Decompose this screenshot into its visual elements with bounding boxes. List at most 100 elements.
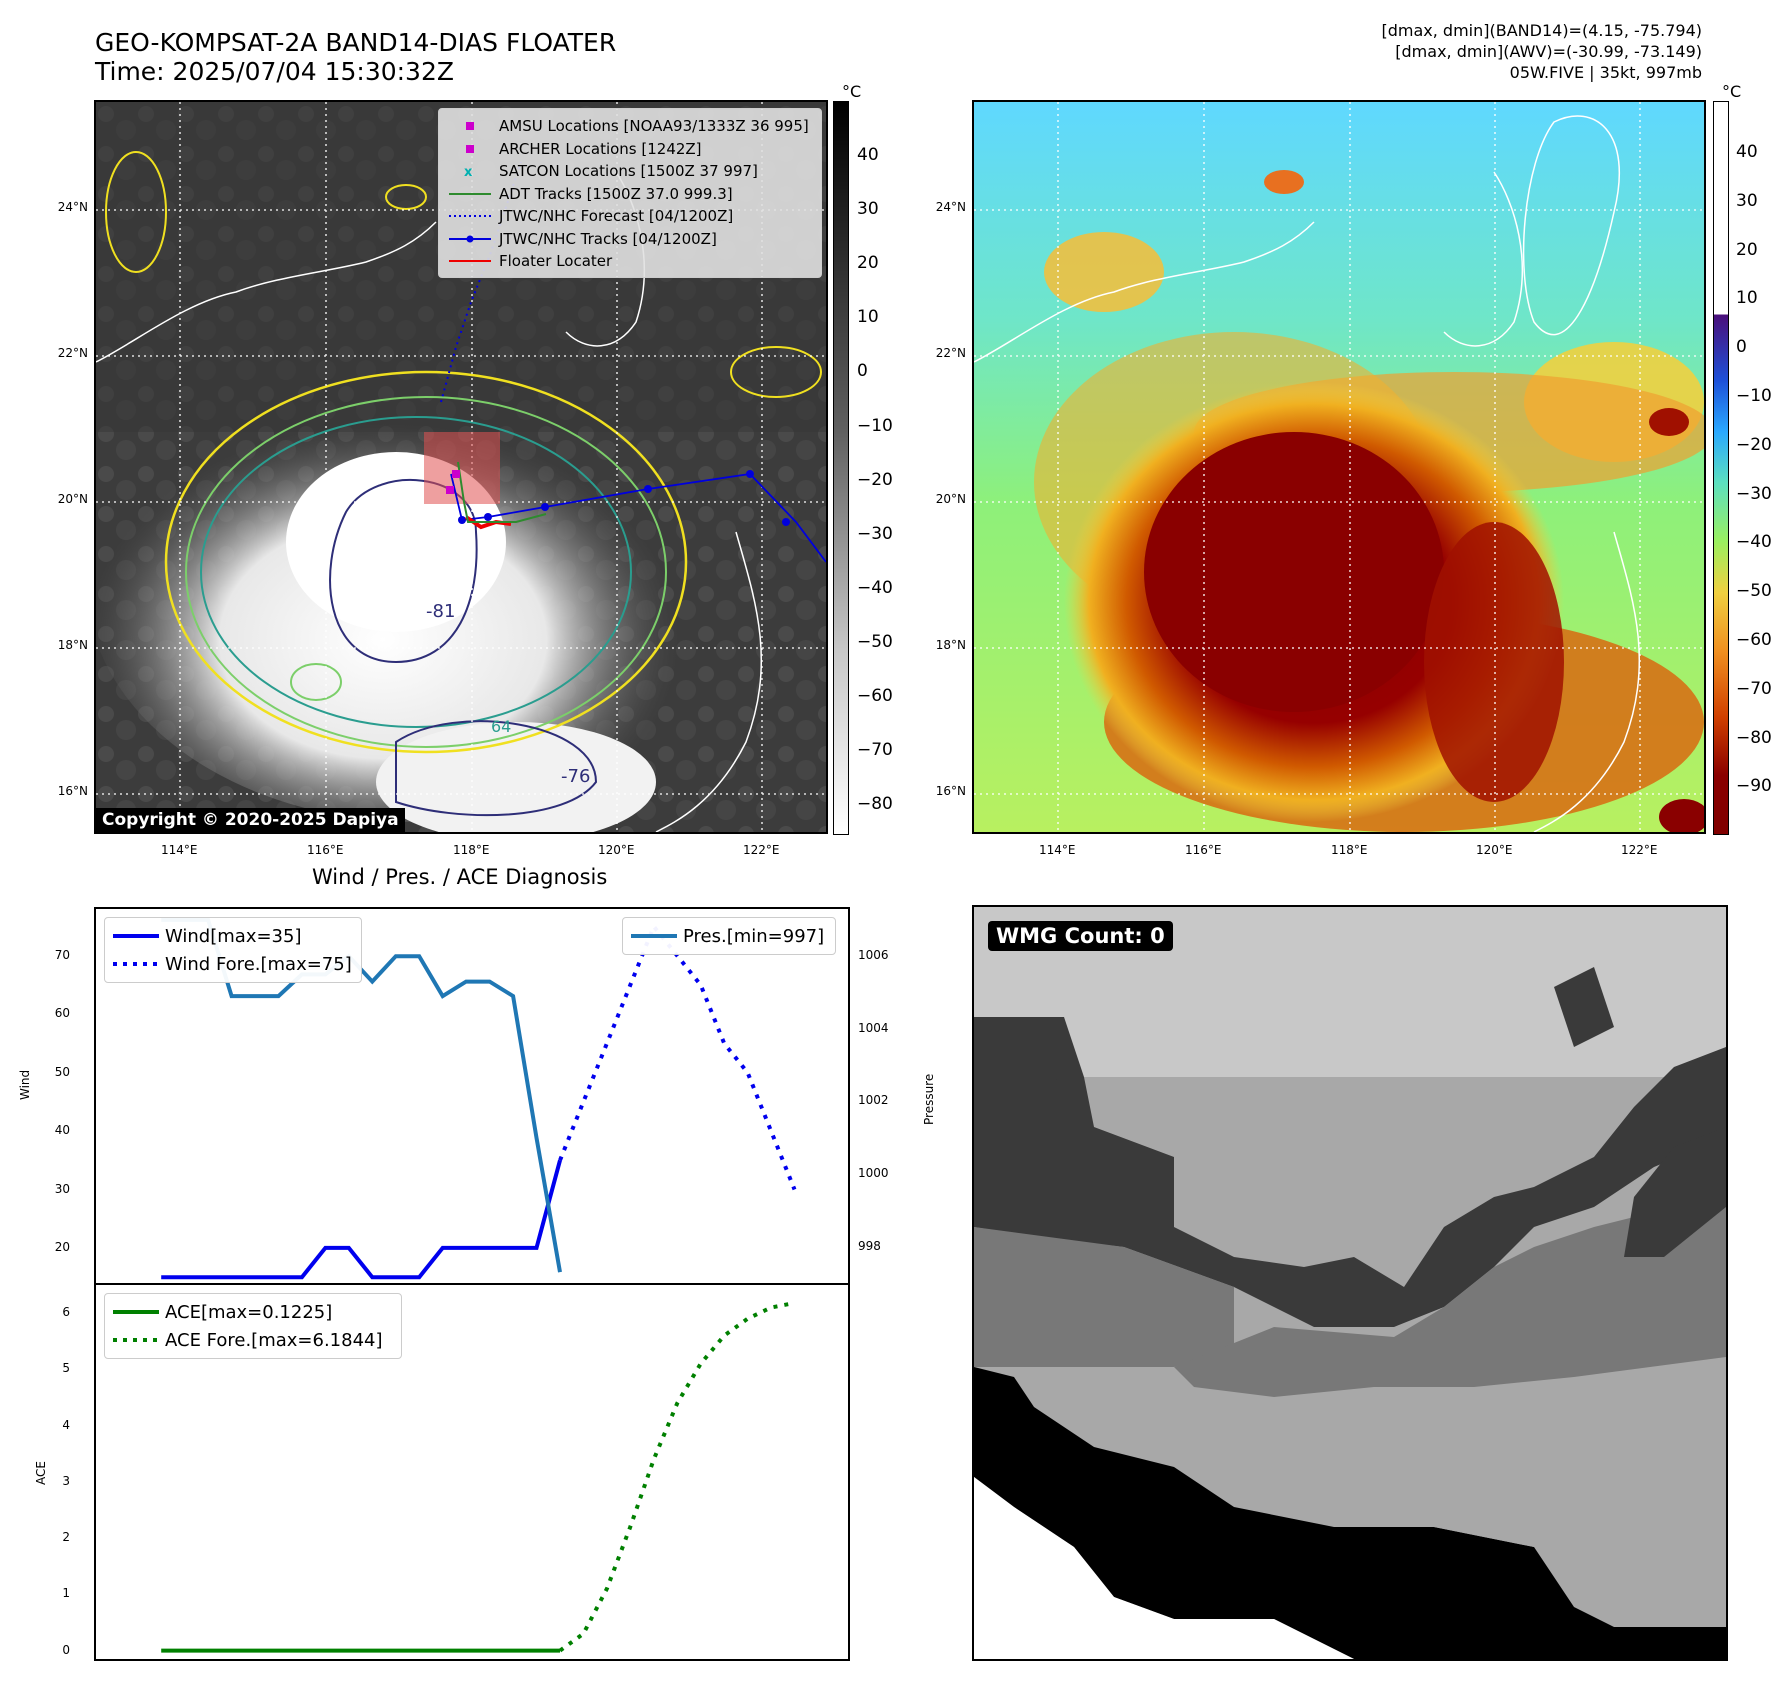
lon-label: 116°E bbox=[1185, 843, 1222, 857]
pressure-axis-tick: 1000 bbox=[858, 1166, 889, 1181]
ace-legend: ACE[max=0.1225] ACE Fore.[max=6.1844] bbox=[104, 1293, 402, 1359]
wind-legend: Wind[max=35] Wind Fore.[max=75] bbox=[104, 917, 362, 983]
ace-axis-tick: 0 bbox=[62, 1642, 70, 1657]
pressure-axis-tick: 998 bbox=[858, 1238, 881, 1253]
ace-axis-tick: 5 bbox=[62, 1361, 70, 1376]
awv-colorbar-tick: 0 bbox=[1736, 337, 1747, 358]
ir-colorbar-tick: 0 bbox=[857, 361, 868, 382]
ir-map-legend: AMSU Locations [NOAA93/1333Z 36 995] ARCH… bbox=[438, 108, 822, 278]
ace-chart: ACE[max=0.1225] ACE Fore.[max=6.1844] bbox=[94, 1283, 850, 1661]
lon-label: 116°E bbox=[307, 843, 344, 857]
lon-label: 114°E bbox=[161, 843, 198, 857]
awv-colorbar-unit: °C bbox=[1722, 82, 1742, 101]
figure-time: Time: 2025/07/04 15:30:32Z bbox=[95, 57, 454, 86]
wind-pressure-chart: Wind[max=35] Wind Fore.[max=75] Pres.[mi… bbox=[94, 907, 850, 1285]
lat-label: 18°N bbox=[935, 638, 966, 652]
pressure-axis-label: Pressure bbox=[922, 1073, 936, 1125]
lat-label: 16°N bbox=[57, 784, 88, 798]
legend-label: ADT Tracks [1500Z 37.0 999.3] bbox=[499, 184, 733, 203]
contour-label: 64 bbox=[491, 717, 511, 736]
legend-label: SATCON Locations [1500Z 37 997] bbox=[499, 162, 758, 181]
ir-colorbar-tick: −30 bbox=[857, 523, 893, 544]
lon-label: 120°E bbox=[598, 843, 635, 857]
awv-colorbar-tick: −60 bbox=[1736, 630, 1772, 650]
copyright-label: Copyright © 2020-2025 Dapiya bbox=[96, 808, 405, 832]
ir-colorbar-tick: −10 bbox=[857, 415, 893, 436]
awv-colorbar-tick: 10 bbox=[1736, 288, 1758, 309]
awv-colorbar-tick: −70 bbox=[1736, 678, 1772, 699]
dmax-awv: [dmax, dmin](AWV)=(-30.99, -73.149) bbox=[1395, 42, 1702, 61]
wind-pressure-plot bbox=[161, 917, 797, 1280]
ir-colorbar-unit: °C bbox=[842, 82, 862, 101]
lon-label: 120°E bbox=[1476, 843, 1513, 857]
legend-label: ACE Fore.[max=6.1844] bbox=[165, 1329, 383, 1351]
contour-label: -81 bbox=[426, 601, 455, 622]
legend-entry: ARCHER Locations [1242Z] bbox=[447, 138, 813, 161]
awv-colorbar-tick: 30 bbox=[1736, 190, 1758, 211]
legend-label: Wind[max=35] bbox=[165, 925, 302, 947]
legend-label: Pres.[min=997] bbox=[683, 925, 825, 947]
awv-colorbar-tick: −80 bbox=[1736, 727, 1772, 748]
adt-track bbox=[457, 461, 547, 523]
legend-label: Floater Locater bbox=[499, 252, 613, 271]
wind-axis-tick: 70 bbox=[54, 947, 70, 962]
ir-colorbar-tick: −60 bbox=[857, 686, 893, 706]
lat-label: 24°N bbox=[57, 200, 88, 214]
series-line-wind bbox=[161, 1159, 562, 1280]
ir-colorbar-tick: −70 bbox=[857, 740, 893, 761]
wmg-panel: WMG Count: 0 bbox=[972, 905, 1728, 1661]
legend-entry: Floater Locater bbox=[447, 250, 813, 273]
wind-axis-tick: 50 bbox=[54, 1064, 70, 1079]
wind-axis-tick: 60 bbox=[54, 1006, 70, 1021]
contour-label: -76 bbox=[561, 766, 590, 787]
legend-entry: ADT Tracks [1500Z 37.0 999.3] bbox=[447, 183, 813, 206]
awv-colorbar bbox=[1713, 101, 1729, 835]
awv-colorbar-tick: 40 bbox=[1736, 142, 1758, 162]
ace-plot bbox=[161, 1301, 795, 1653]
awv-colorbar-tick: −10 bbox=[1736, 386, 1772, 406]
legend-label: JTWC/NHC Forecast [04/1200Z] bbox=[499, 207, 734, 226]
legend-entry: JTWC/NHC Tracks [04/1200Z] bbox=[447, 228, 813, 251]
ir-colorbar bbox=[833, 101, 849, 835]
lon-label: 122°E bbox=[1621, 843, 1658, 857]
lat-label: 24°N bbox=[935, 200, 966, 214]
legend-label: AMSU Locations [NOAA93/1333Z 36 995] bbox=[499, 117, 809, 136]
pressure-legend: Pres.[min=997] bbox=[622, 917, 836, 955]
lat-label: 20°N bbox=[935, 492, 966, 506]
svg-text:x: x bbox=[464, 166, 473, 176]
awv-map-image bbox=[974, 102, 1704, 832]
lon-label: 118°E bbox=[453, 843, 490, 857]
dmax-band14: [dmax, dmin](BAND14)=(4.15, -75.794) bbox=[1381, 21, 1703, 40]
legend-label: ARCHER Locations [1242Z] bbox=[499, 139, 702, 158]
ir-colorbar-tick: 40 bbox=[857, 145, 879, 165]
lat-label: 20°N bbox=[57, 492, 88, 506]
diagnosis-title: Wind / Pres. / ACE Diagnosis bbox=[312, 865, 608, 889]
series-line-ace-fore- bbox=[558, 1301, 795, 1653]
lon-label: 118°E bbox=[1331, 843, 1368, 857]
ace-axis-tick: 6 bbox=[62, 1305, 70, 1320]
awv-colorbar-tick: 20 bbox=[1736, 239, 1758, 260]
wind-axis-tick: 40 bbox=[54, 1123, 70, 1138]
amsu-marker bbox=[446, 486, 454, 494]
ace-axis-tick: 1 bbox=[62, 1586, 70, 1601]
ir-colorbar-tick: 10 bbox=[857, 307, 879, 328]
pressure-axis-tick: 1006 bbox=[858, 948, 889, 963]
wind-axis-tick: 20 bbox=[54, 1239, 70, 1254]
wmg-image bbox=[974, 907, 1726, 1659]
storm-info: 05W.FIVE | 35kt, 997mb bbox=[1509, 63, 1702, 82]
ir-colorbar-tick: −50 bbox=[857, 631, 893, 652]
legend-label: ACE[max=0.1225] bbox=[165, 1301, 333, 1323]
awv-colorbar-tick: −30 bbox=[1736, 483, 1772, 504]
legend-entry: JTWC/NHC Forecast [04/1200Z] bbox=[447, 205, 813, 228]
ace-axis-tick: 3 bbox=[62, 1473, 70, 1488]
lon-label: 122°E bbox=[743, 843, 780, 857]
legend-label: JTWC/NHC Tracks [04/1200Z] bbox=[499, 229, 717, 248]
lon-label: 114°E bbox=[1039, 843, 1076, 857]
ir-colorbar-tick: −20 bbox=[857, 469, 893, 490]
lat-label: 22°N bbox=[57, 346, 88, 360]
ir-colorbar-tick: 30 bbox=[857, 199, 879, 220]
pressure-axis-tick: 1004 bbox=[858, 1020, 889, 1035]
awv-colorbar-tick: −50 bbox=[1736, 581, 1772, 602]
ace-axis-tick: 2 bbox=[62, 1530, 70, 1545]
ace-axis-tick: 4 bbox=[62, 1417, 70, 1432]
